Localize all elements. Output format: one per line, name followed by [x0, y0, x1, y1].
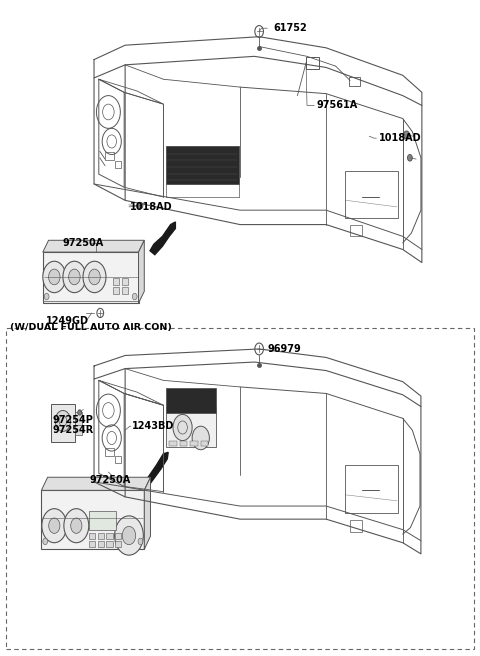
Circle shape	[55, 411, 71, 432]
Bar	[345, 171, 398, 218]
Circle shape	[89, 269, 100, 285]
Bar	[89, 511, 116, 529]
Bar	[122, 287, 129, 294]
Bar	[345, 466, 398, 512]
Polygon shape	[139, 240, 144, 303]
Bar	[115, 541, 121, 546]
Circle shape	[132, 293, 137, 300]
Circle shape	[192, 426, 209, 450]
Bar	[75, 413, 82, 436]
Bar	[89, 541, 96, 546]
Bar	[166, 146, 239, 184]
Bar	[107, 541, 113, 546]
Circle shape	[43, 538, 48, 544]
Bar	[113, 278, 119, 285]
Polygon shape	[150, 222, 175, 255]
Polygon shape	[144, 478, 151, 549]
Bar	[166, 407, 216, 447]
Text: 1249GD: 1249GD	[46, 316, 89, 327]
Text: 61752: 61752	[274, 23, 307, 33]
Circle shape	[138, 202, 143, 209]
Bar	[122, 278, 129, 285]
Bar	[350, 224, 362, 236]
Bar	[166, 388, 216, 413]
Circle shape	[138, 538, 143, 544]
Circle shape	[48, 269, 60, 285]
Circle shape	[255, 26, 264, 37]
Bar	[113, 287, 119, 294]
Bar	[105, 152, 114, 160]
Bar	[115, 533, 121, 539]
Bar	[190, 441, 198, 446]
Bar	[169, 441, 177, 446]
Circle shape	[408, 155, 412, 161]
Circle shape	[97, 308, 104, 318]
Bar	[98, 533, 104, 539]
Circle shape	[64, 508, 89, 543]
Bar	[98, 541, 104, 546]
Bar	[180, 441, 187, 446]
Circle shape	[255, 343, 264, 355]
Bar	[349, 77, 360, 86]
Bar	[41, 490, 144, 549]
Circle shape	[78, 410, 82, 415]
Circle shape	[43, 261, 66, 293]
Circle shape	[48, 518, 60, 533]
Text: 96979: 96979	[268, 344, 301, 354]
Circle shape	[404, 131, 409, 139]
Circle shape	[63, 261, 86, 293]
Circle shape	[69, 269, 80, 285]
Text: 1018AD: 1018AD	[379, 133, 421, 143]
Text: 97250A: 97250A	[63, 238, 104, 248]
Circle shape	[122, 526, 136, 544]
Text: 97250A: 97250A	[89, 475, 131, 485]
Polygon shape	[41, 478, 151, 490]
Circle shape	[71, 518, 82, 533]
Bar	[115, 161, 121, 168]
Circle shape	[44, 293, 49, 300]
Bar	[115, 457, 121, 463]
Text: 97254R: 97254R	[52, 425, 94, 435]
Bar	[89, 533, 96, 539]
Bar	[201, 441, 208, 446]
Circle shape	[42, 508, 67, 543]
Bar	[43, 252, 139, 303]
Bar	[6, 328, 474, 649]
Circle shape	[173, 415, 192, 441]
Text: 1018AD: 1018AD	[130, 202, 172, 212]
Bar	[350, 520, 362, 532]
Polygon shape	[43, 240, 144, 252]
Polygon shape	[142, 453, 168, 488]
Text: 97254P: 97254P	[52, 415, 93, 424]
Text: 1243BD: 1243BD	[132, 421, 175, 431]
Circle shape	[115, 516, 144, 555]
Text: (W/DUAL FULL AUTO AIR CON): (W/DUAL FULL AUTO AIR CON)	[10, 323, 172, 332]
Circle shape	[83, 261, 106, 293]
Bar	[51, 404, 75, 442]
Bar	[107, 533, 113, 539]
Bar	[306, 57, 320, 69]
Bar	[105, 448, 114, 456]
Text: 97561A: 97561A	[317, 100, 358, 110]
